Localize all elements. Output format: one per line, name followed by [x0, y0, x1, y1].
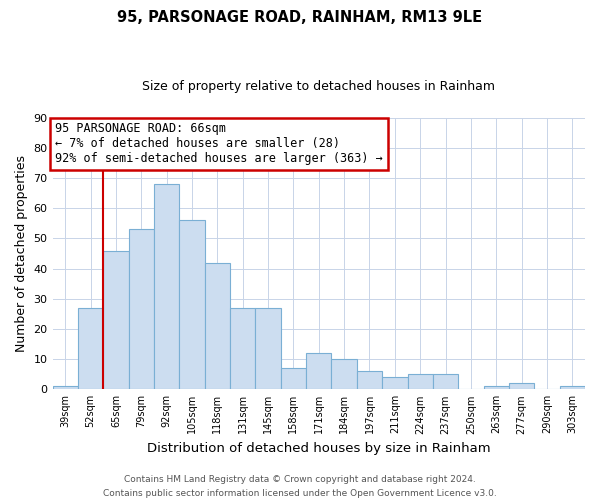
- Bar: [331, 359, 357, 390]
- Bar: [256, 308, 281, 390]
- Bar: [128, 230, 154, 390]
- Bar: [484, 386, 509, 390]
- Title: Size of property relative to detached houses in Rainham: Size of property relative to detached ho…: [142, 80, 495, 93]
- Bar: [407, 374, 433, 390]
- Bar: [509, 384, 534, 390]
- Y-axis label: Number of detached properties: Number of detached properties: [15, 155, 28, 352]
- Bar: [433, 374, 458, 390]
- Text: 95, PARSONAGE ROAD, RAINHAM, RM13 9LE: 95, PARSONAGE ROAD, RAINHAM, RM13 9LE: [118, 10, 482, 25]
- Bar: [382, 377, 407, 390]
- Bar: [179, 220, 205, 390]
- Bar: [154, 184, 179, 390]
- Bar: [205, 262, 230, 390]
- Bar: [357, 371, 382, 390]
- Bar: [281, 368, 306, 390]
- Bar: [103, 250, 128, 390]
- Bar: [306, 353, 331, 390]
- Bar: [230, 308, 256, 390]
- Text: 95 PARSONAGE ROAD: 66sqm
← 7% of detached houses are smaller (28)
92% of semi-de: 95 PARSONAGE ROAD: 66sqm ← 7% of detache…: [55, 122, 383, 166]
- Text: Contains HM Land Registry data © Crown copyright and database right 2024.
Contai: Contains HM Land Registry data © Crown c…: [103, 476, 497, 498]
- Bar: [560, 386, 585, 390]
- Bar: [78, 308, 103, 390]
- X-axis label: Distribution of detached houses by size in Rainham: Distribution of detached houses by size …: [147, 442, 491, 455]
- Bar: [53, 386, 78, 390]
